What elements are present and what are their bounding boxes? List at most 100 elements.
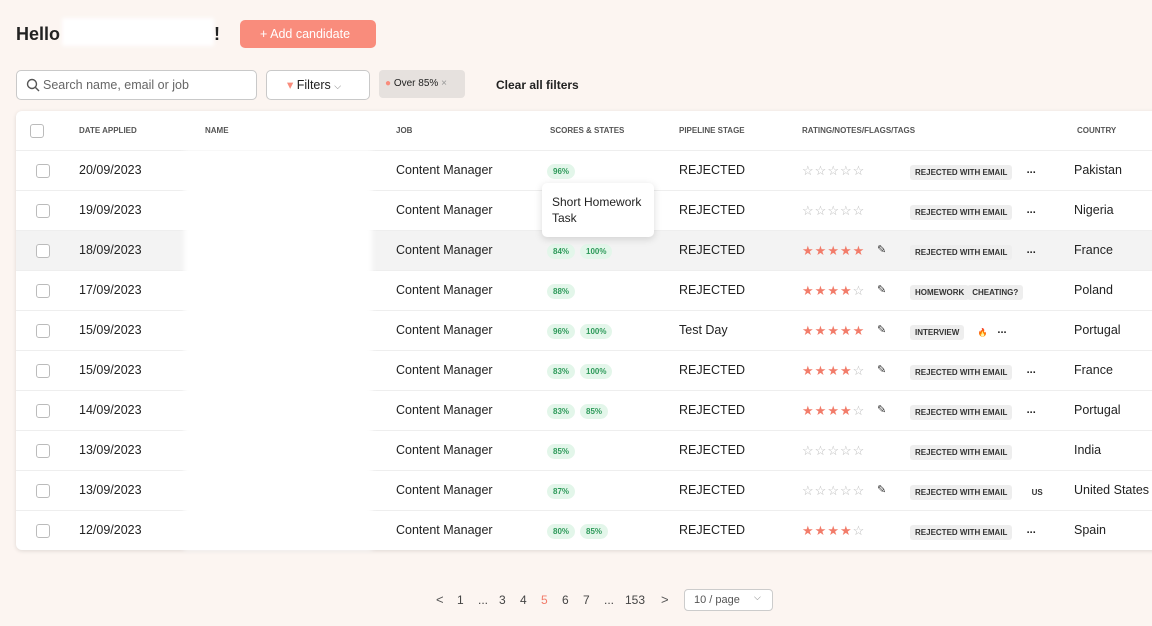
tags-overflow[interactable]: ... xyxy=(1026,244,1036,256)
star[interactable]: ★ xyxy=(827,243,840,258)
star[interactable]: ☆ xyxy=(827,483,840,498)
star[interactable]: ★ xyxy=(839,403,853,418)
star[interactable]: ☆ xyxy=(814,203,828,218)
star[interactable]: ☆ xyxy=(852,483,866,498)
row-checkbox[interactable] xyxy=(36,364,50,378)
star[interactable]: ★ xyxy=(802,323,815,338)
search-box[interactable]: Search name, email or job xyxy=(16,70,257,100)
tags-overflow[interactable]: ... xyxy=(1026,164,1036,176)
star[interactable]: ☆ xyxy=(814,483,828,498)
star[interactable]: ★ xyxy=(827,363,840,378)
star[interactable]: ★ xyxy=(814,283,828,298)
prev-page[interactable]: < xyxy=(436,592,444,607)
column-header: RATING/NOTES/FLAGS/TAGS xyxy=(802,126,916,135)
star[interactable]: ☆ xyxy=(839,203,853,218)
notes-icon[interactable]: ✎ xyxy=(877,484,887,496)
star[interactable]: ★ xyxy=(802,403,815,418)
star[interactable]: ☆ xyxy=(839,483,853,498)
star[interactable]: ★ xyxy=(839,363,853,378)
star[interactable]: ★ xyxy=(814,403,828,418)
star[interactable]: ★ xyxy=(839,323,853,338)
page-number[interactable]: 6 xyxy=(562,593,569,607)
star[interactable]: ☆ xyxy=(827,443,840,458)
rating-stars: ★★★★☆ xyxy=(802,402,865,420)
page-number[interactable]: 3 xyxy=(499,593,506,607)
row-checkbox[interactable] xyxy=(36,284,50,298)
rating-stars: ★★★★★ xyxy=(802,322,865,340)
date: 13/09/2023 xyxy=(79,483,142,497)
row-checkbox[interactable] xyxy=(36,524,50,538)
star[interactable]: ☆ xyxy=(852,203,866,218)
star[interactable]: ☆ xyxy=(852,443,866,458)
star[interactable]: ☆ xyxy=(839,443,853,458)
page-number[interactable]: 4 xyxy=(520,593,527,607)
star[interactable]: ★ xyxy=(802,283,815,298)
page-number[interactable]: ... xyxy=(478,593,489,607)
star[interactable]: ☆ xyxy=(827,163,840,178)
star[interactable]: ★ xyxy=(827,523,840,538)
star[interactable]: ★ xyxy=(839,243,853,258)
exclamation: ! xyxy=(214,24,220,44)
star[interactable]: ★ xyxy=(802,523,815,538)
star[interactable]: ★ xyxy=(839,523,853,538)
filter-chip[interactable]: ● Over 85% × xyxy=(379,70,465,98)
page-size-select[interactable] xyxy=(684,589,773,611)
tags-overflow[interactable]: ... xyxy=(1026,524,1036,536)
row-checkbox[interactable] xyxy=(36,244,50,258)
star[interactable]: ★ xyxy=(839,283,853,298)
notes-icon[interactable]: ✎ xyxy=(877,324,887,336)
notes-icon[interactable]: ✎ xyxy=(877,364,887,376)
page-number[interactable]: 1 xyxy=(457,593,464,607)
star[interactable]: ★ xyxy=(814,243,828,258)
star[interactable]: ☆ xyxy=(814,443,828,458)
row-checkbox[interactable] xyxy=(36,324,50,338)
notes-icon[interactable]: ✎ xyxy=(877,284,887,296)
star[interactable]: ★ xyxy=(802,363,815,378)
star[interactable]: ★ xyxy=(814,523,828,538)
star[interactable]: ★ xyxy=(827,403,840,418)
add-candidate-button[interactable]: + Add candidate xyxy=(240,20,376,48)
star[interactable]: ★ xyxy=(852,243,866,258)
row-checkbox[interactable] xyxy=(36,444,50,458)
page-number[interactable]: ... xyxy=(604,593,615,607)
filters-button[interactable]: ▾ Filters ⌵ xyxy=(266,70,370,100)
star[interactable]: ☆ xyxy=(802,163,815,178)
clear-filters[interactable]: Clear all filters xyxy=(496,78,579,92)
tags-overflow[interactable]: ... xyxy=(1026,404,1036,416)
column-header: COUNTRY xyxy=(1077,126,1117,135)
notes-icon[interactable]: ✎ xyxy=(877,404,887,416)
star[interactable]: ★ xyxy=(852,323,866,338)
star[interactable]: ★ xyxy=(814,363,828,378)
tags-overflow[interactable]: ... xyxy=(1026,364,1036,376)
star[interactable]: ☆ xyxy=(839,163,853,178)
row-checkbox[interactable] xyxy=(36,404,50,418)
star[interactable]: ☆ xyxy=(814,163,828,178)
row-checkbox[interactable] xyxy=(36,484,50,498)
star[interactable]: ★ xyxy=(827,323,840,338)
notes-icon[interactable]: ✎ xyxy=(877,244,887,256)
page-number[interactable]: 7 xyxy=(583,593,590,607)
page-number[interactable]: 153 xyxy=(625,593,646,607)
date: 18/09/2023 xyxy=(79,243,142,257)
row-checkbox[interactable] xyxy=(36,164,50,178)
star[interactable]: ☆ xyxy=(802,483,815,498)
star[interactable]: ★ xyxy=(814,323,828,338)
tags-overflow[interactable]: ... xyxy=(997,324,1007,336)
star[interactable]: ☆ xyxy=(852,163,866,178)
star[interactable]: ☆ xyxy=(827,203,840,218)
star[interactable]: ☆ xyxy=(852,403,866,418)
next-page[interactable]: > xyxy=(661,592,669,607)
row-checkbox[interactable] xyxy=(36,204,50,218)
header-checkbox[interactable] xyxy=(30,124,44,138)
star[interactable]: ☆ xyxy=(852,363,866,378)
star[interactable]: ☆ xyxy=(802,443,815,458)
score-badge: 96% xyxy=(547,324,576,339)
star[interactable]: ☆ xyxy=(802,203,815,218)
star[interactable]: ★ xyxy=(802,243,815,258)
star[interactable]: ☆ xyxy=(852,283,866,298)
page-number[interactable]: 5 xyxy=(541,593,548,607)
tag: INTERVIEW xyxy=(910,325,965,340)
star[interactable]: ★ xyxy=(827,283,840,298)
tags-overflow[interactable]: ... xyxy=(1026,204,1036,216)
star[interactable]: ☆ xyxy=(852,523,866,538)
